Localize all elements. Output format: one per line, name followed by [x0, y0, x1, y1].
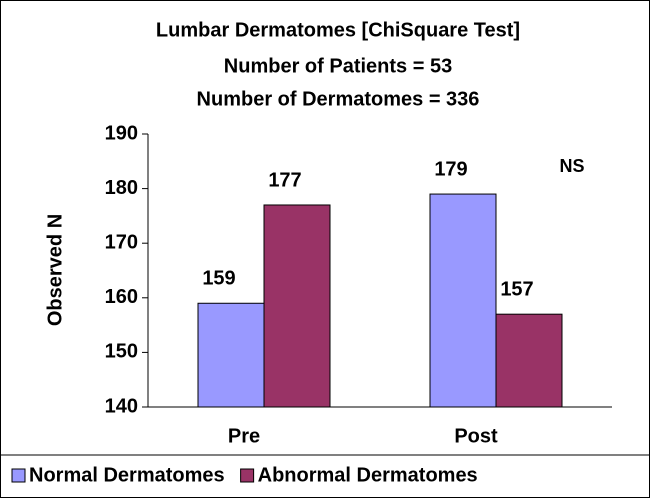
y-axis-label: Observed N [44, 214, 66, 326]
chart-title: Lumbar Dermatomes [ChiSquare Test] [156, 19, 520, 41]
data-label: 179 [434, 158, 467, 180]
x-tick-label: Pre [228, 425, 260, 447]
chart-subtitle: Number of Patients = 53 [224, 55, 452, 77]
y-tick-label: 160 [105, 286, 138, 308]
annotation: NS [559, 156, 584, 176]
data-label: 157 [500, 278, 533, 300]
legend-label: Normal Dermatomes [29, 464, 225, 486]
legend-swatch [240, 468, 255, 483]
x-tick-label: Post [454, 425, 498, 447]
bar [197, 302, 265, 408]
y-tick-label: 150 [105, 341, 138, 363]
bar [495, 313, 563, 408]
bar [429, 193, 497, 408]
legend-swatch [11, 468, 26, 483]
y-tick-label: 170 [105, 231, 138, 253]
y-tick-label: 180 [105, 177, 138, 199]
legend-label: Abnormal Dermatomes [258, 464, 478, 486]
y-tick-label: 140 [105, 395, 138, 417]
chart-subtitle: Number of Dermatomes = 336 [197, 88, 480, 110]
y-tick-label: 190 [105, 122, 138, 144]
bar [263, 204, 331, 408]
data-label: 177 [268, 169, 301, 191]
data-label: 159 [202, 268, 235, 290]
